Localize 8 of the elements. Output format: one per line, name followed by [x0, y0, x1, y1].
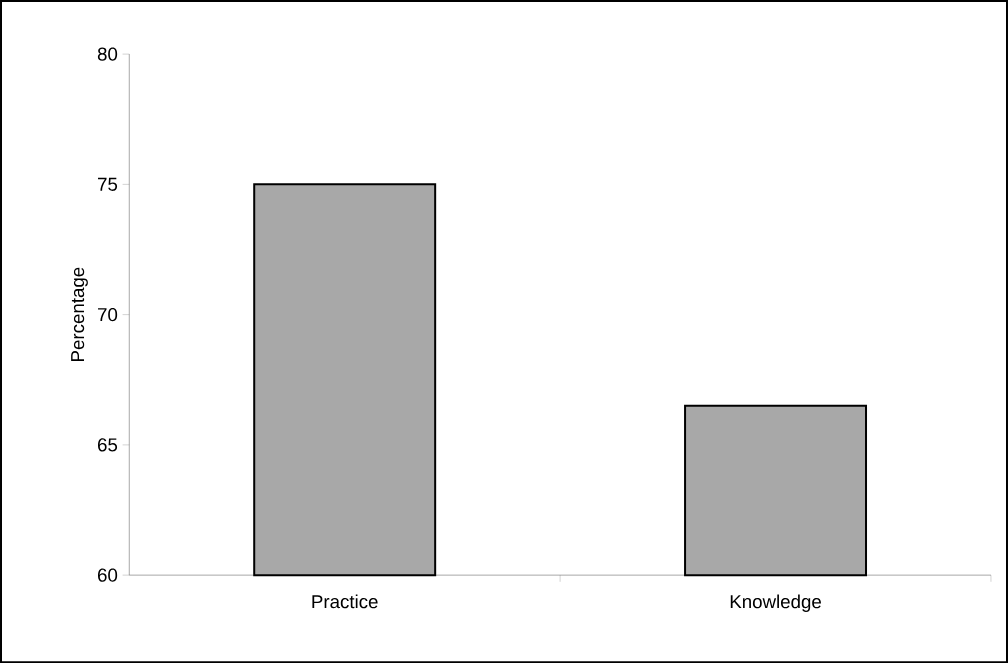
x-tick-label: Practice [312, 594, 378, 609]
y-tick-label: 70 [98, 307, 118, 322]
y-tick-label: 65 [98, 438, 118, 452]
y-tick-label: 60 [98, 568, 118, 582]
y-axis-title: Percentage [71, 267, 88, 361]
x-tick-label: Knowledge [730, 594, 821, 612]
y-tick-label: 75 [98, 177, 118, 191]
y-tick-label: 80 [97, 47, 118, 61]
